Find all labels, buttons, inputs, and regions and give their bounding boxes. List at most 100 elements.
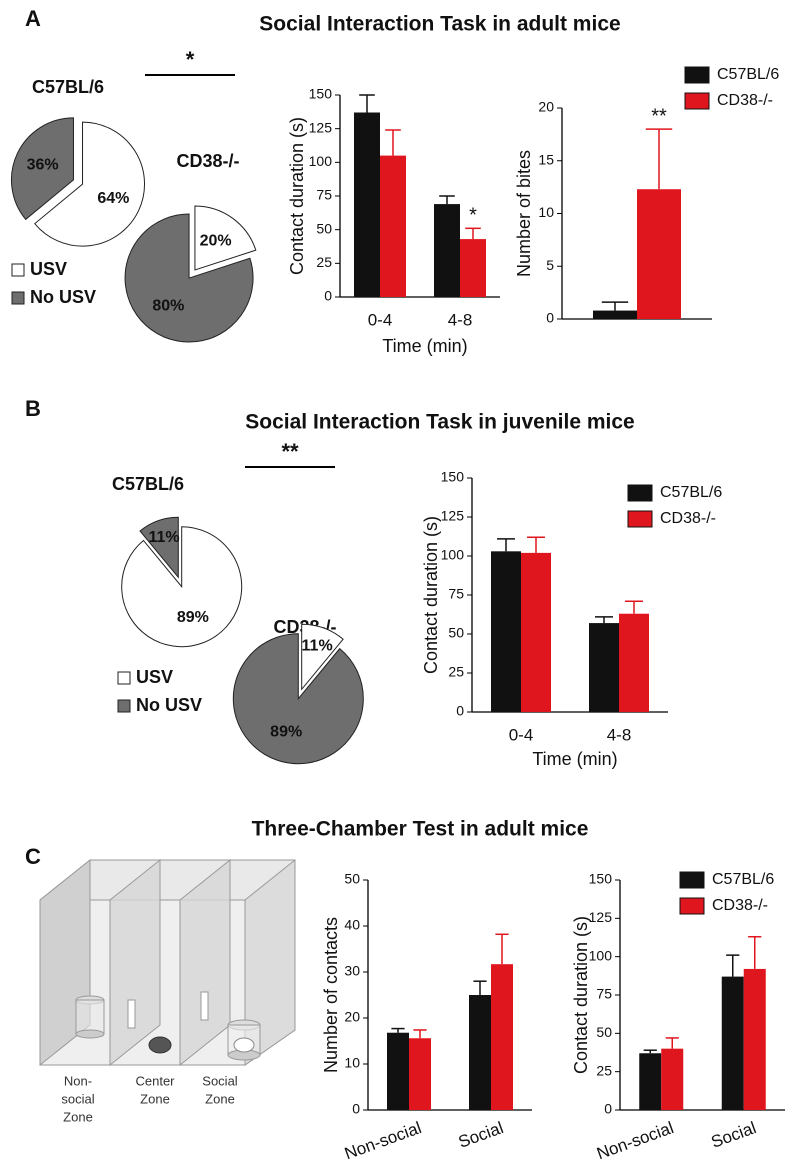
bar [589, 623, 619, 712]
y-tick-label: 75 [316, 187, 332, 203]
y-tick-label: 50 [596, 1024, 612, 1040]
y-tick-label: 20 [538, 99, 554, 115]
bar [743, 968, 766, 1110]
pie-slice [121, 526, 243, 648]
y-tick-label: 30 [344, 963, 360, 979]
zone-label: Non- [64, 1073, 92, 1088]
zone-label: social [61, 1091, 94, 1106]
pie-slice [194, 205, 257, 271]
zone-label: Center [135, 1073, 175, 1088]
legend-swatch [684, 92, 710, 110]
y-tick-label: 10 [538, 204, 554, 220]
y-tick-label: 0 [546, 310, 554, 326]
y-tick-label: 75 [448, 586, 464, 602]
bar [721, 976, 744, 1110]
y-tick-label: 5 [546, 257, 554, 273]
y-tick-label: 15 [538, 151, 554, 167]
legend-swatch [117, 671, 131, 685]
x-tick-label: Social [709, 1118, 759, 1152]
y-tick-label: 0 [456, 703, 464, 719]
y-tick-label: 50 [316, 220, 332, 236]
x-axis-label: Time (min) [532, 749, 617, 769]
bar [354, 112, 380, 297]
y-axis-label: Contact duration (s) [287, 117, 307, 275]
legend-swatch [627, 484, 653, 502]
bar [639, 1053, 662, 1110]
y-tick-label: 150 [309, 86, 333, 102]
pie-slice [232, 633, 364, 765]
y-tick-label: 125 [309, 119, 333, 135]
pie-label: 64% [97, 190, 129, 207]
panel-letter: A [25, 6, 41, 31]
y-tick-label: 25 [448, 664, 464, 680]
legend-label: No USV [30, 287, 96, 307]
legend-swatch [117, 699, 131, 713]
x-axis-label: Time (min) [382, 336, 467, 356]
bar [469, 995, 491, 1110]
significance-label: ** [281, 439, 299, 464]
y-axis-label: Contact duration (s) [571, 916, 591, 1074]
x-tick-label: Non-social [594, 1118, 676, 1163]
pie-slice [11, 117, 74, 221]
legend-label: C57BL/6 [660, 484, 722, 501]
legend-swatch [679, 871, 705, 889]
pie-label: 11% [302, 638, 333, 655]
bar [661, 1048, 684, 1110]
x-tick-label: 0-4 [368, 310, 393, 329]
legend-label: C57BL/6 [712, 871, 774, 888]
bar [521, 552, 551, 712]
y-tick-label: 20 [344, 1009, 360, 1025]
zone-label: Zone [140, 1091, 170, 1106]
panel-title: Social Interaction Task in juvenile mice [245, 411, 634, 434]
y-tick-label: 125 [589, 909, 613, 925]
y-tick-label: 0 [324, 288, 332, 304]
legend-label: USV [30, 259, 67, 279]
y-axis-label: Number of bites [514, 150, 534, 277]
y-tick-label: 100 [309, 153, 333, 169]
y-tick-label: 25 [316, 254, 332, 270]
y-tick-label: 25 [596, 1062, 612, 1078]
panel-letter: C [25, 844, 41, 869]
significance-label: * [469, 205, 477, 227]
three-chamber-diagram [39, 858, 296, 1067]
x-tick-label: 4-8 [607, 725, 632, 744]
pie-slice [124, 213, 254, 343]
pie-label: 80% [152, 298, 184, 315]
panel-title: Three-Chamber Test in adult mice [252, 818, 589, 841]
panel-letter: B [25, 396, 41, 421]
zone-label: Social [202, 1073, 238, 1088]
legend-label: C57BL/6 [717, 66, 779, 83]
significance-label: * [186, 47, 195, 72]
pie-title: C57BL/6 [32, 77, 104, 97]
y-axis-label: Number of contacts [321, 917, 341, 1073]
legend-swatch [684, 66, 710, 84]
legend-label: CD38-/- [660, 510, 716, 527]
pie-label: 20% [200, 233, 232, 250]
y-tick-label: 125 [441, 508, 465, 524]
legend-swatch [11, 263, 25, 277]
bar [491, 551, 521, 712]
y-tick-label: 150 [441, 469, 465, 485]
pie-slice [139, 516, 179, 579]
bar [593, 310, 637, 319]
pie-label: 11% [149, 529, 180, 546]
legend-swatch [627, 510, 653, 528]
x-tick-label: 0-4 [509, 725, 534, 744]
bar [434, 204, 460, 297]
significance-label: ** [651, 105, 667, 127]
x-tick-label: Non-social [342, 1118, 424, 1163]
x-tick-label: Social [456, 1118, 506, 1152]
pie-title: C57BL/6 [112, 474, 184, 494]
zone-label: Zone [205, 1091, 235, 1106]
bar [380, 155, 406, 297]
pie-title: CD38-/- [176, 151, 239, 171]
legend-swatch [11, 291, 25, 305]
legend-label: USV [136, 667, 173, 687]
y-tick-label: 150 [589, 871, 613, 887]
y-tick-label: 0 [352, 1101, 360, 1117]
x-tick-label: 4-8 [448, 310, 473, 329]
bar [637, 189, 681, 319]
pie-label: 36% [27, 157, 59, 174]
legend-label: No USV [136, 695, 202, 715]
bar [409, 1038, 431, 1110]
